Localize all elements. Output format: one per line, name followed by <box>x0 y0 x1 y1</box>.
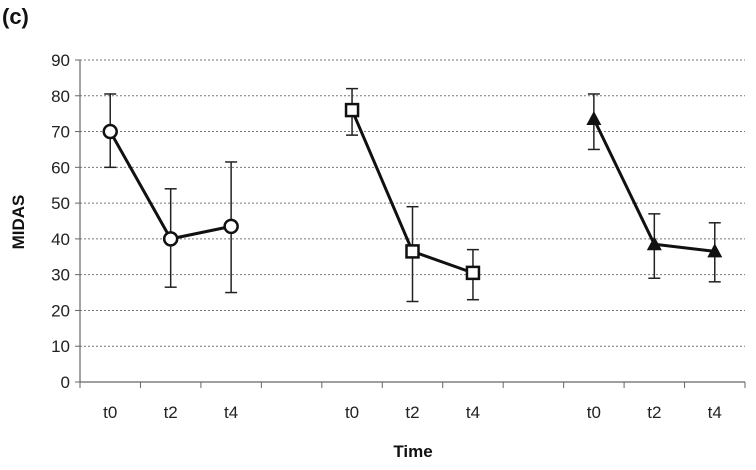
x-tick-label: t2 <box>405 403 419 422</box>
data-point <box>223 218 239 235</box>
series-group-1 <box>102 93 239 294</box>
x-tick-label: t0 <box>103 403 117 422</box>
series-group-3 <box>586 93 723 283</box>
series-group-2 <box>344 87 481 303</box>
x-tick-label: t2 <box>647 403 661 422</box>
data-point <box>707 243 723 258</box>
data-point <box>162 231 179 247</box>
y-tick-label: 30 <box>51 266 70 285</box>
data-point <box>646 236 662 251</box>
data-point <box>102 123 118 140</box>
x-tick-label: t4 <box>708 403 722 422</box>
y-axis-title: MIDAS <box>9 195 28 250</box>
y-tick-labels: 0 10 20 30 40 50 60 70 80 90 <box>51 51 70 392</box>
x-tick-label: t2 <box>164 403 178 422</box>
x-tick-labels: t0 t2 t4 t0 t2 t4 t0 t2 t4 <box>103 403 722 422</box>
data-point <box>344 102 360 118</box>
y-tick-label: 50 <box>51 194 70 213</box>
y-tick-label: 70 <box>51 123 70 142</box>
y-tick-label: 0 <box>61 373 70 392</box>
data-point <box>586 111 602 126</box>
data-series <box>102 87 723 303</box>
x-axis-title: Time <box>393 442 432 461</box>
y-tick-label: 90 <box>51 51 70 70</box>
y-tick-label: 60 <box>51 158 70 177</box>
x-tick-label: t0 <box>587 403 601 422</box>
gridlines <box>80 59 745 347</box>
x-tick-label: t4 <box>466 403 480 422</box>
x-tick-label: t4 <box>224 403 238 422</box>
data-point <box>405 244 420 259</box>
data-point <box>465 265 481 281</box>
y-tick-label: 10 <box>51 337 70 356</box>
y-tick-label: 20 <box>51 301 70 320</box>
x-tick-label: t0 <box>345 403 359 422</box>
panel-label: (c) <box>2 4 29 29</box>
axes <box>75 59 746 388</box>
y-tick-label: 40 <box>51 230 70 249</box>
y-tick-label: 80 <box>51 87 70 106</box>
